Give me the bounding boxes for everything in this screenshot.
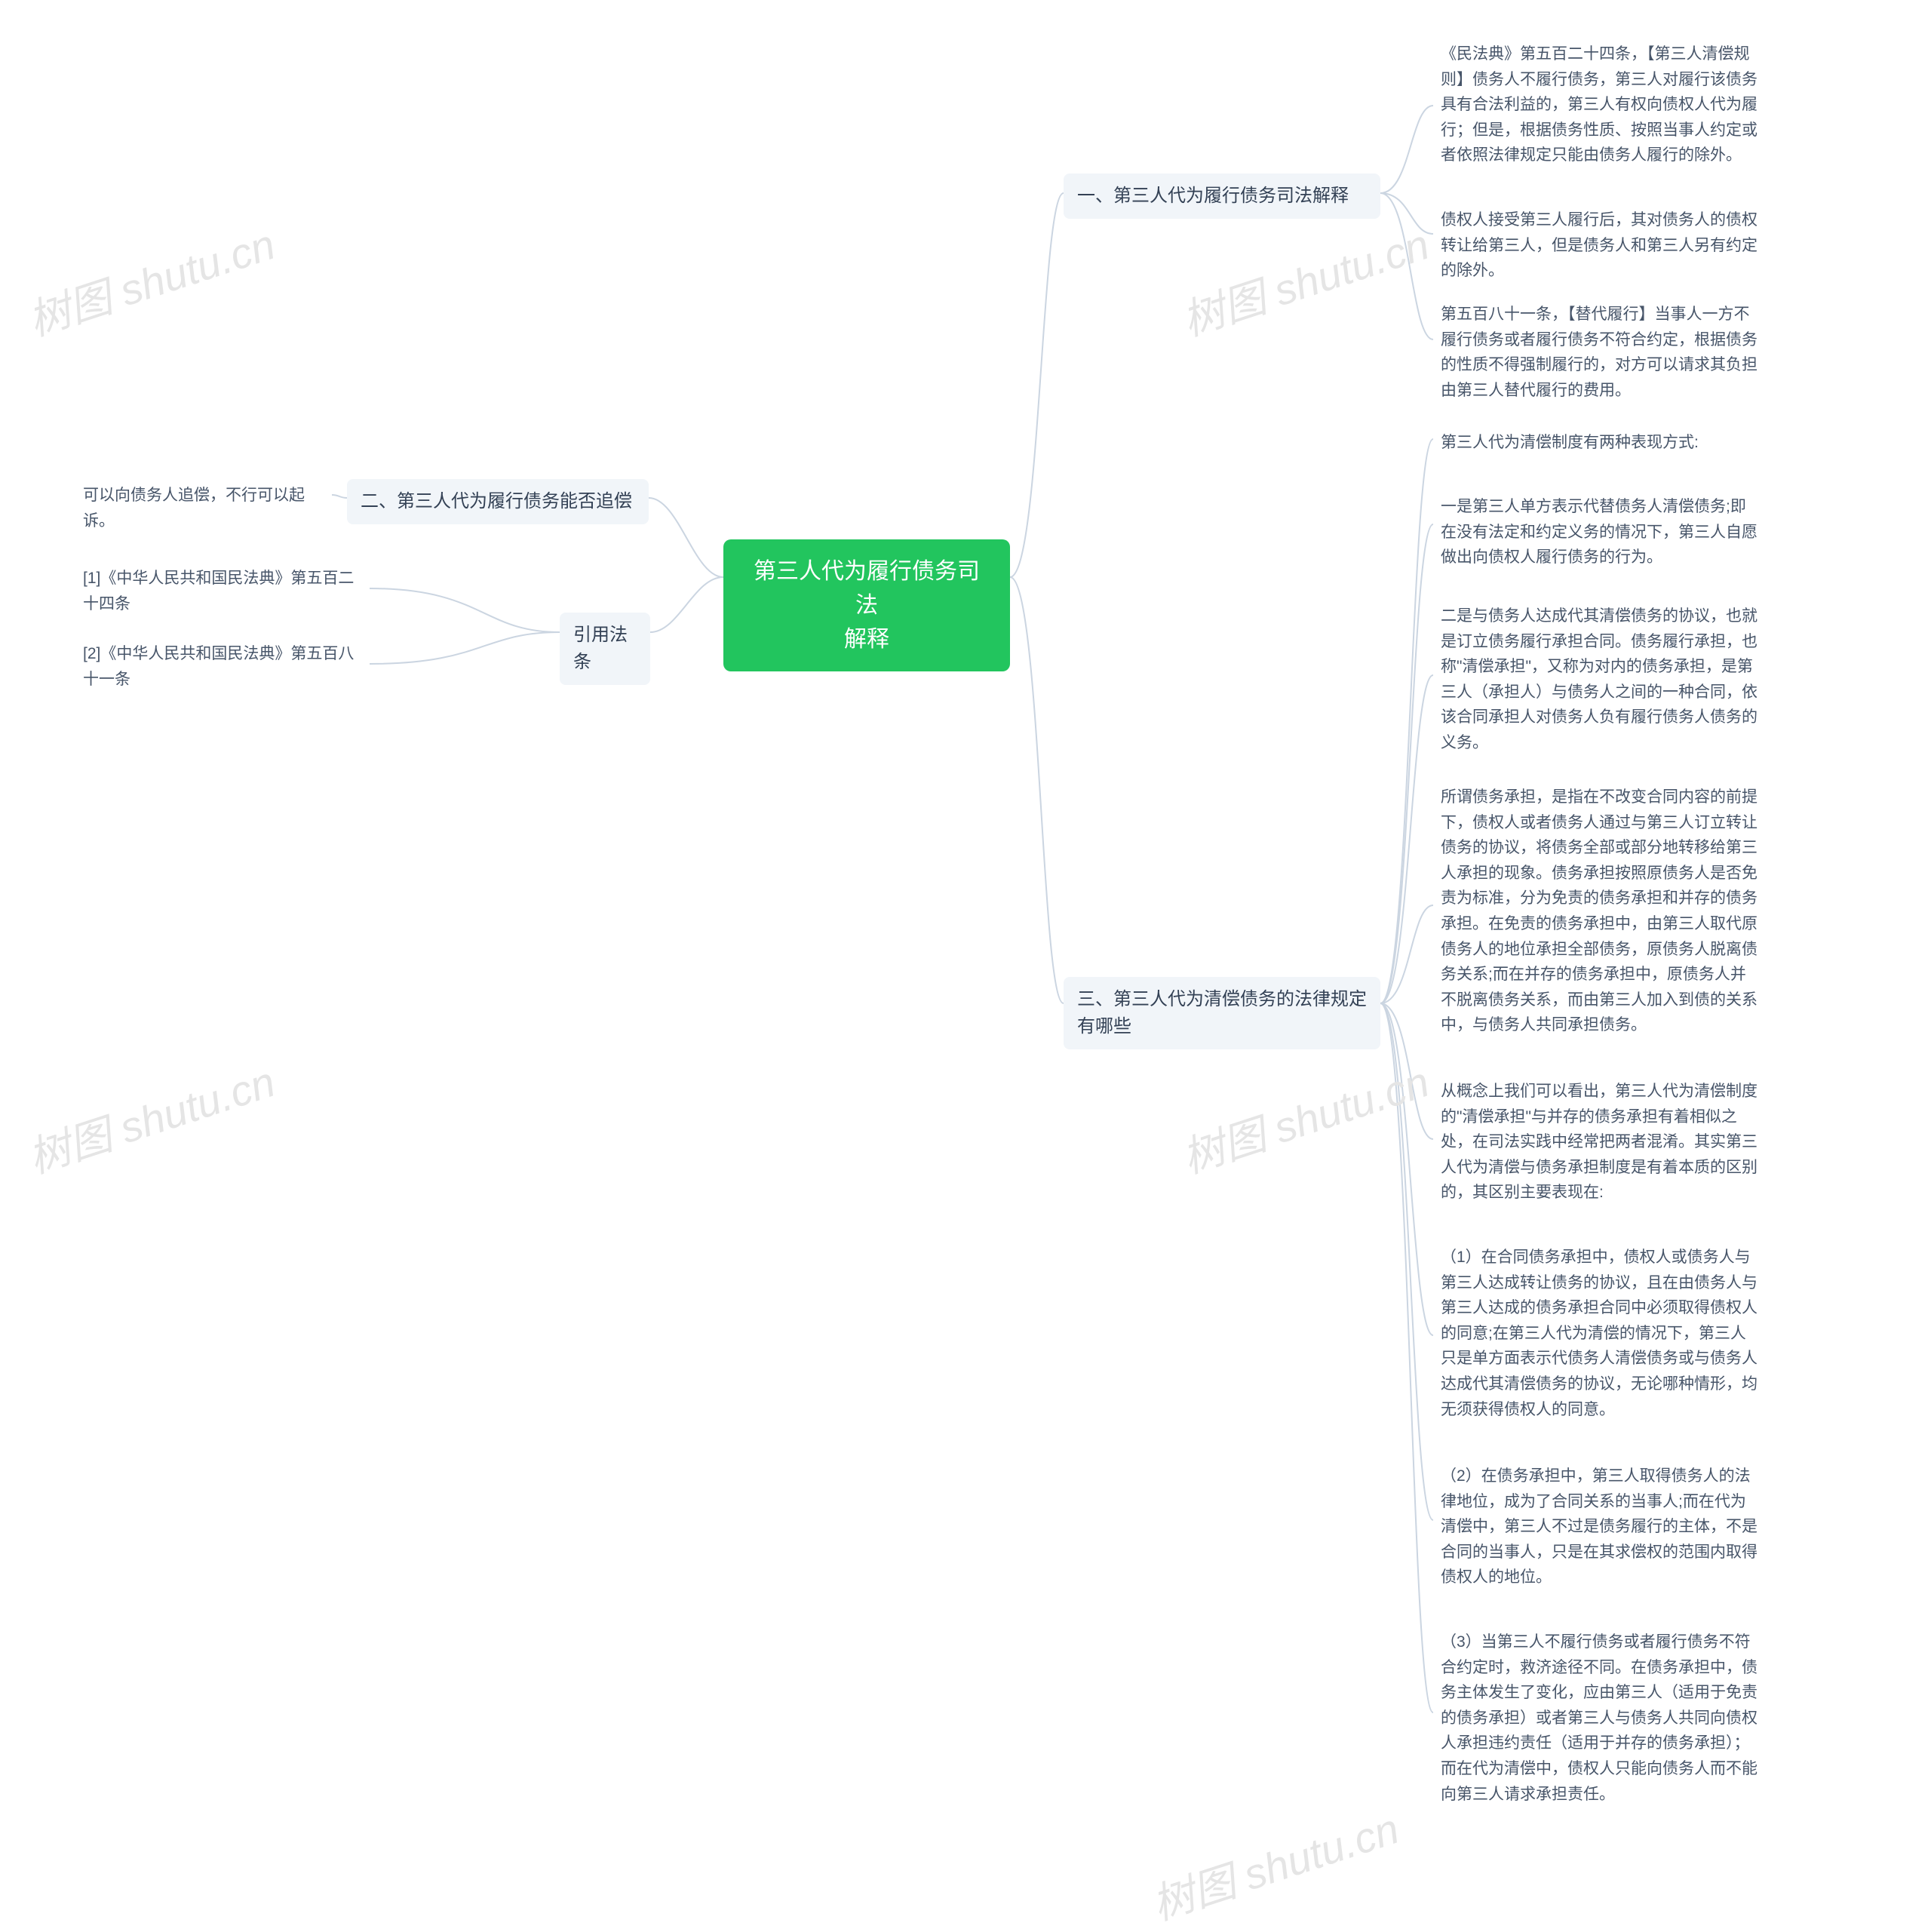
leaf-l2_1: 可以向债务人追偿，不行可以起诉。 bbox=[83, 483, 332, 533]
connector-path bbox=[1380, 524, 1433, 1003]
connector-path bbox=[1010, 577, 1064, 1003]
connector-path bbox=[1380, 193, 1433, 339]
connector-path bbox=[1380, 106, 1433, 193]
leaf-r4_5: 从概念上我们可以看出，第三人代为清偿制度的"清偿承担"与并存的债务承担有着相似之… bbox=[1441, 1079, 1758, 1206]
connector-path bbox=[1380, 1003, 1433, 1139]
branch-b4: 三、第三人代为清偿债务的法律规定有哪些 bbox=[1064, 977, 1380, 1049]
leaf-r4_3: 二是与债务人达成代其清偿债务的协议，也就是订立债务履行承担合同。债务履行承担，也… bbox=[1441, 604, 1758, 756]
branch-b2: 二、第三人代为履行债务能否追偿 bbox=[347, 479, 649, 524]
connector-path bbox=[1380, 905, 1433, 1003]
leaf-r1_3: 第五百八十一条，【替代履行】当事人一方不履行债务或者履行债务不符合约定，根据债务… bbox=[1441, 302, 1758, 403]
connector-path bbox=[1380, 675, 1433, 1003]
connector-path bbox=[1380, 193, 1433, 234]
leaf-r1_2: 债权人接受第三人履行后，其对债务人的债权转让给第三人，但是债务人和第三人另有约定… bbox=[1441, 207, 1758, 284]
leaf-r4_2: 一是第三人单方表示代替债务人清偿债务;即在没有法定和约定义务的情况下，第三人自愿… bbox=[1441, 494, 1758, 570]
branch-b3: 引用法条 bbox=[560, 613, 650, 685]
leaf-r4_7: （2）在债务承担中，第三人取得债务人的法律地位，成为了合同关系的当事人;而在代为… bbox=[1441, 1464, 1758, 1590]
leaf-r1_1: 《民法典》第五百二十四条，【第三人清偿规则】债务人不履行债务，第三人对履行该债务… bbox=[1441, 41, 1758, 168]
watermark: 树图 shutu.cn bbox=[1174, 1049, 1436, 1186]
leaf-r4_1: 第三人代为清偿制度有两种表现方式: bbox=[1441, 430, 1758, 456]
connector-path bbox=[1010, 193, 1064, 577]
root-node-text: 第三人代为履行债务司法 解释 bbox=[754, 559, 980, 652]
connector-path bbox=[1380, 1003, 1433, 1335]
connector-path bbox=[332, 495, 347, 498]
leaf-r4_8: （3）当第三人不履行债务或者履行债务不符合约定时，救济途径不同。在债务承担中，债… bbox=[1441, 1629, 1758, 1807]
branch-b1: 一、第三人代为履行债务司法解释 bbox=[1064, 174, 1380, 219]
connector-path bbox=[649, 498, 723, 577]
connector-path bbox=[370, 588, 560, 632]
leaf-l3_1: [1]《中华人民共和国民法典》第五百二十四条 bbox=[83, 566, 370, 616]
watermark: 树图 shutu.cn bbox=[1144, 1795, 1406, 1932]
leaf-l3_2: [2]《中华人民共和国民法典》第五百八十一条 bbox=[83, 641, 370, 692]
connector-path bbox=[1380, 1003, 1433, 1520]
leaf-r4_6: （1）在合同债务承担中，债权人或债务人与第三人达成转让债务的协议，且在由债务人与… bbox=[1441, 1245, 1758, 1422]
leaf-r4_4: 所谓债务承担，是指在不改变合同内容的前提下，债权人或者债务人通过与第三人订立转让… bbox=[1441, 785, 1758, 1038]
connector-path bbox=[1380, 1003, 1433, 1712]
watermark: 树图 shutu.cn bbox=[1174, 211, 1436, 349]
watermark: 树图 shutu.cn bbox=[20, 211, 282, 349]
watermark: 树图 shutu.cn bbox=[20, 1049, 282, 1186]
connector-path bbox=[1380, 439, 1433, 1003]
connector-path bbox=[650, 577, 723, 632]
root-node: 第三人代为履行债务司法 解释 bbox=[723, 539, 1010, 671]
connector-path bbox=[370, 632, 560, 664]
